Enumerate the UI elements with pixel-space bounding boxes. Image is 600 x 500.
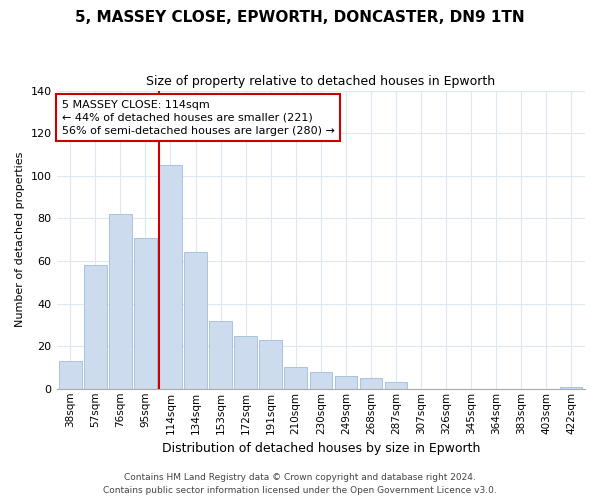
Bar xyxy=(184,252,207,389)
Text: 5 MASSEY CLOSE: 114sqm
← 44% of detached houses are smaller (221)
56% of semi-de: 5 MASSEY CLOSE: 114sqm ← 44% of detached… xyxy=(62,100,335,136)
Bar xyxy=(159,165,182,389)
X-axis label: Distribution of detached houses by size in Epworth: Distribution of detached houses by size … xyxy=(161,442,480,455)
Bar xyxy=(284,368,307,389)
Title: Size of property relative to detached houses in Epworth: Size of property relative to detached ho… xyxy=(146,75,496,88)
Bar xyxy=(134,238,157,389)
Text: 5, MASSEY CLOSE, EPWORTH, DONCASTER, DN9 1TN: 5, MASSEY CLOSE, EPWORTH, DONCASTER, DN9… xyxy=(75,10,525,25)
Bar xyxy=(259,340,282,389)
Bar xyxy=(235,336,257,389)
Y-axis label: Number of detached properties: Number of detached properties xyxy=(15,152,25,328)
Bar xyxy=(109,214,131,389)
Bar xyxy=(335,376,357,389)
Bar xyxy=(385,382,407,389)
Bar xyxy=(84,265,107,389)
Bar xyxy=(359,378,382,389)
Bar xyxy=(310,372,332,389)
Text: Contains HM Land Registry data © Crown copyright and database right 2024.
Contai: Contains HM Land Registry data © Crown c… xyxy=(103,474,497,495)
Bar xyxy=(59,361,82,389)
Bar xyxy=(560,386,583,389)
Bar xyxy=(209,320,232,389)
